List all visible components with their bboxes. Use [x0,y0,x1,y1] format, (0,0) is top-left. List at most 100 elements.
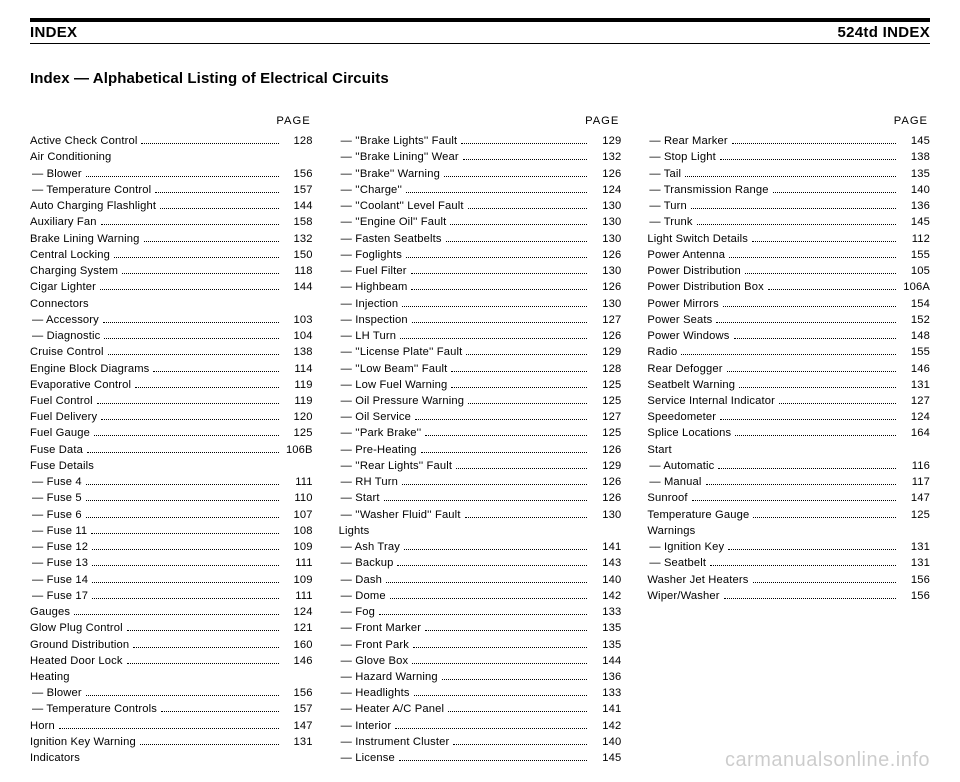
index-entry-label: Auxiliary Fan [30,214,97,230]
leader-dots [692,500,896,501]
watermark: carmanualsonline.info [725,749,930,772]
index-entry-label: — Blower [30,685,82,701]
leader-dots [716,322,896,323]
index-entry-label: Power Mirrors [647,296,719,312]
index-entry-page: 145 [900,214,930,230]
index-entry-page: 140 [591,572,621,588]
leader-dots [86,500,279,501]
leader-dots [140,744,279,745]
index-entry-label: — Fuse 4 [30,474,82,490]
index-entry: — Transmission Range 140 [647,182,930,198]
index-entry-page: 126 [591,247,621,263]
index-entry-page: 127 [591,409,621,425]
index-entry-label: — Diagnostic [30,328,100,344]
index-entry: Ignition Key Warning131 [30,734,313,750]
index-entry: Horn147 [30,718,313,734]
index-entry: Rear Defogger146 [647,361,930,377]
header-row: INDEX 524td INDEX [30,24,930,44]
index-entry-page: 146 [283,653,313,669]
index-entry-label: — Backup [339,555,394,571]
index-entry-page: 157 [283,701,313,717]
index-entry-page: 142 [591,718,621,734]
index-entry-label: Fuel Control [30,393,93,409]
index-entry-page: 107 [283,507,313,523]
index-entry-page: 131 [283,734,313,750]
index-entry-label: Cruise Control [30,344,104,360]
index-entry-label: — Rear Marker [647,133,727,149]
index-entry-page: 111 [283,555,313,571]
index-entry: — Accessory103 [30,312,313,328]
index-entry-page: 142 [591,588,621,604]
index-entry: — Headlights133 [339,685,622,701]
index-entry-page: 145 [591,750,621,766]
index-entry-label: — ''Brake'' Warning [339,166,440,182]
index-entry-label: — Transmission Range [647,182,768,198]
index-entry-label: — Stop Light [647,149,715,165]
leader-dots [681,354,896,355]
leader-dots [773,192,896,193]
index-entry: — Instrument Cluster140 [339,734,622,750]
index-entry: — Fuse 4 111 [30,474,313,490]
index-entry-label: — Trunk [647,214,692,230]
index-entry-page: 155 [900,344,930,360]
index-entry: Auxiliary Fan158 [30,214,313,230]
leader-dots [685,176,896,177]
index-entry: Brake Lining Warning132 [30,231,313,247]
header-right: 524td INDEX [838,24,931,41]
leader-dots [114,257,279,258]
index-entry-page: 119 [283,377,313,393]
index-entry-label: — ''Washer Fluid'' Fault [339,507,461,523]
index-entry: Engine Block Diagrams114 [30,361,313,377]
index-entry: — Glove Box144 [339,653,622,669]
index-entry-page: 111 [283,474,313,490]
index-entry: — Heater A/C Panel141 [339,701,622,717]
index-entry: — Fuel Filter130 [339,263,622,279]
index-entry-page: 108 [283,523,313,539]
index-entry: Evaporative Control119 [30,377,313,393]
index-entry: — ''Washer Fluid'' Fault130 [339,507,622,523]
index-entry-label: Radio [647,344,677,360]
leader-dots [402,484,587,485]
index-entry: Active Check Control128 [30,133,313,149]
index-entry: — ''License Plate'' Fault129 [339,344,622,360]
index-entry-page: 155 [900,247,930,263]
index-entry-label: — Front Marker [339,620,421,636]
index-entry-page: 144 [591,653,621,669]
index-entry-label: — ''Rear Lights'' Fault [339,458,452,474]
index-entry-label: — ''Coolant'' Level Fault [339,198,464,214]
index-entry: Power Distribution105 [647,263,930,279]
index-entry: Fuel Delivery120 [30,409,313,425]
index-entry: Glow Plug Control121 [30,620,313,636]
leader-dots [413,647,587,648]
index-entry-page: 164 [900,425,930,441]
index-entry-label: — Pre-Heating [339,442,417,458]
index-entry-label: — ''Park Brake'' [339,425,422,441]
index-entry-page: 130 [591,296,621,312]
index-entry-page: 133 [591,685,621,701]
index-entry: — Blower156 [30,166,313,182]
index-entry: — Pre-Heating126 [339,442,622,458]
leader-dots [97,403,279,404]
index-entry-label: Auto Charging Flashlight [30,198,156,214]
index-entry-page: 131 [900,377,930,393]
index-entry: — ''Low Beam'' Fault128 [339,361,622,377]
leader-dots [739,387,896,388]
leader-dots [745,273,896,274]
leader-dots [463,159,588,160]
leader-dots [450,224,587,225]
index-entry-label: — License [339,750,395,766]
index-entry: Power Windows148 [647,328,930,344]
index-entry: — ''Coolant'' Level Fault130 [339,198,622,214]
index-entry-label: — Fog [339,604,375,620]
leader-dots [122,273,279,274]
leader-dots [404,549,587,550]
index-entry-page: 140 [900,182,930,198]
leader-dots [425,435,587,436]
index-entry-label: Ground Distribution [30,637,129,653]
leader-dots [386,582,587,583]
index-entry-label: Air Conditioning [30,149,111,165]
leader-dots [127,663,279,664]
leader-dots [723,306,896,307]
index-entry: Washer Jet Heaters156 [647,572,930,588]
index-entry: — Stop Light138 [647,149,930,165]
